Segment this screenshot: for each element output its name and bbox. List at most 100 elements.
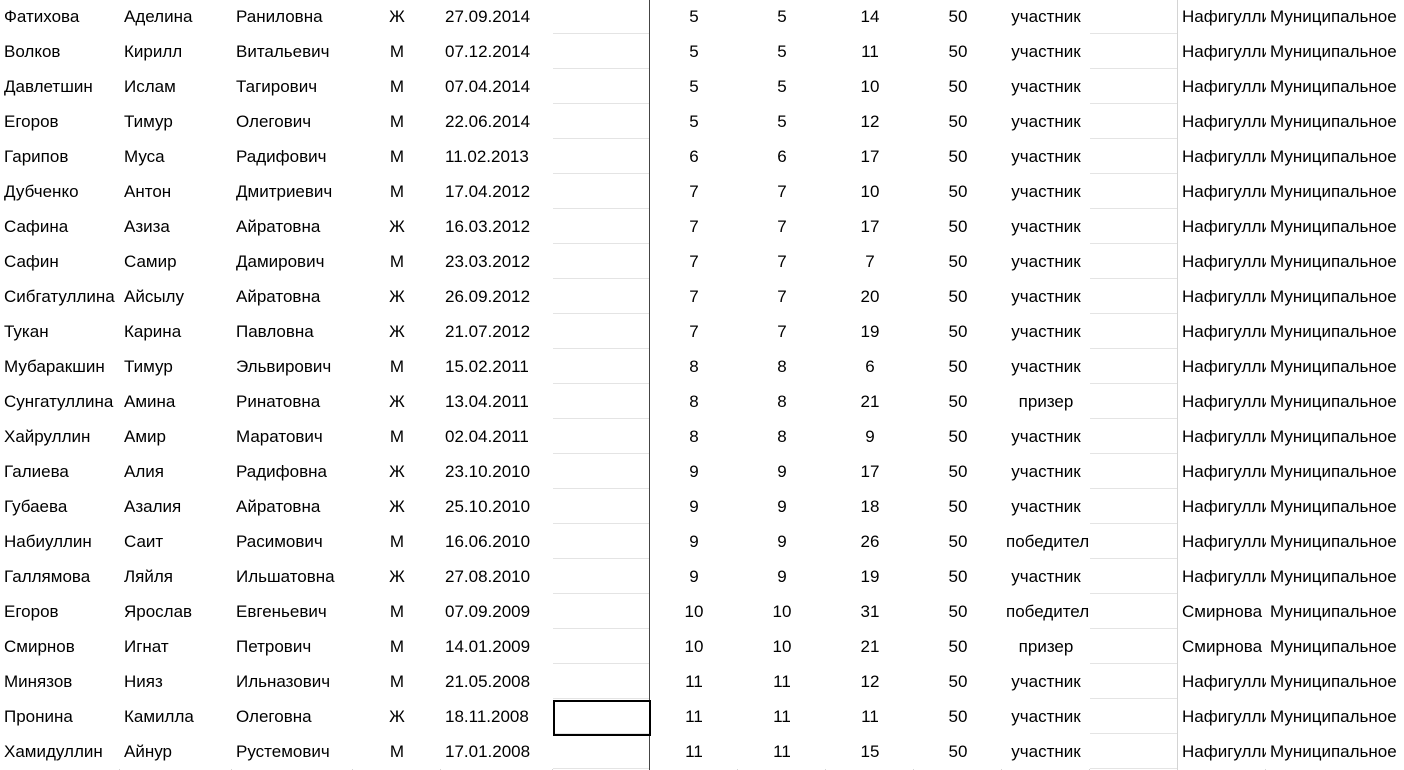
cell xyxy=(1090,524,1178,559)
cell: 50 xyxy=(914,699,1002,734)
cell: Радифовна xyxy=(232,454,353,489)
cell xyxy=(553,314,650,349)
cell: 10 xyxy=(826,69,914,104)
cell xyxy=(1090,314,1178,349)
cell: 9 xyxy=(650,489,738,524)
cell: 02.04.2011 xyxy=(441,419,553,454)
cell: Нафигулли xyxy=(1178,524,1266,559)
cell: 50 xyxy=(914,69,1002,104)
cell: Муниципальное xyxy=(1266,524,1404,559)
cell: участник xyxy=(1002,734,1090,769)
cell: 18 xyxy=(826,489,914,524)
cell: 50 xyxy=(914,209,1002,244)
cell: 8 xyxy=(650,384,738,419)
cell: Ж xyxy=(353,279,441,314)
cell: Ж xyxy=(353,559,441,594)
cell: М xyxy=(353,594,441,629)
cell: 50 xyxy=(914,349,1002,384)
cell: Нафигулли xyxy=(1178,209,1266,244)
cell: 8 xyxy=(738,384,826,419)
cell: Муниципальное xyxy=(1266,454,1404,489)
cell xyxy=(553,0,650,34)
cell: Муниципальное xyxy=(1266,559,1404,594)
cell: 50 xyxy=(914,384,1002,419)
cell: 8 xyxy=(738,419,826,454)
cell: 21.05.2008 xyxy=(441,664,553,699)
cell xyxy=(1090,629,1178,664)
cell: Кирилл xyxy=(120,34,232,69)
cell: 21.07.2012 xyxy=(441,314,553,349)
cell: 9 xyxy=(650,454,738,489)
cell: Камилла xyxy=(120,699,232,734)
cell: Нафигулли xyxy=(1178,69,1266,104)
cell: Галлямова xyxy=(0,559,120,594)
cell: Карина xyxy=(120,314,232,349)
cell: Нафигулли xyxy=(1178,34,1266,69)
cell: Ярослав xyxy=(120,594,232,629)
cell: 11 xyxy=(650,699,738,734)
cell: 5 xyxy=(650,34,738,69)
cell: Нафигулли xyxy=(1178,489,1266,524)
cell: 6 xyxy=(738,139,826,174)
cell: 14 xyxy=(826,0,914,34)
cell: 23.10.2010 xyxy=(441,454,553,489)
cell: 7 xyxy=(650,279,738,314)
cell: 17 xyxy=(826,139,914,174)
cell: Муниципальное xyxy=(1266,349,1404,384)
cell: 10 xyxy=(826,174,914,209)
cell: Нафигулли xyxy=(1178,139,1266,174)
cell: участник xyxy=(1002,419,1090,454)
cell: Ж xyxy=(353,454,441,489)
cell: участник xyxy=(1002,209,1090,244)
cell: 26 xyxy=(826,524,914,559)
cell: 20 xyxy=(826,279,914,314)
column-line xyxy=(1177,0,1178,770)
cell xyxy=(1090,454,1178,489)
cell xyxy=(1090,419,1178,454)
cell: 07.12.2014 xyxy=(441,34,553,69)
cell: 7 xyxy=(738,209,826,244)
cell: Саит xyxy=(120,524,232,559)
cell: 17.04.2012 xyxy=(441,174,553,209)
cell: 5 xyxy=(738,34,826,69)
cell: Алия xyxy=(120,454,232,489)
cell: М xyxy=(353,34,441,69)
cell: призер xyxy=(1002,384,1090,419)
cell: Павловна xyxy=(232,314,353,349)
cell: Минязов xyxy=(0,664,120,699)
cell: 5 xyxy=(650,0,738,34)
column-line xyxy=(649,0,650,770)
cell: 21 xyxy=(826,629,914,664)
cell: Муниципальное xyxy=(1266,734,1404,769)
cell: 50 xyxy=(914,314,1002,349)
cell xyxy=(553,524,650,559)
cell: Рустемович xyxy=(232,734,353,769)
cell: 16.06.2010 xyxy=(441,524,553,559)
cell: Нафигулли xyxy=(1178,104,1266,139)
cell: Нафигулли xyxy=(1178,0,1266,34)
cell: 11 xyxy=(826,699,914,734)
cell xyxy=(553,734,650,769)
cell: М xyxy=(353,104,441,139)
cell: Смирнов xyxy=(0,629,120,664)
cell: Айратовна xyxy=(232,489,353,524)
cell: Муниципальное xyxy=(1266,629,1404,664)
cell: 21 xyxy=(826,384,914,419)
cell: Игнат xyxy=(120,629,232,664)
cell xyxy=(1090,104,1178,139)
cell: 5 xyxy=(738,0,826,34)
cell: Ринатовна xyxy=(232,384,353,419)
cell: Муниципальное xyxy=(1266,699,1404,734)
cell xyxy=(1090,734,1178,769)
cell: Галиева xyxy=(0,454,120,489)
cell: 6 xyxy=(650,139,738,174)
cell: 8 xyxy=(738,349,826,384)
cell: Тагирович xyxy=(232,69,353,104)
cell: Муса xyxy=(120,139,232,174)
cell: 9 xyxy=(650,524,738,559)
cell: Эльвирович xyxy=(232,349,353,384)
cell: Азалия xyxy=(120,489,232,524)
cell: Муниципальное xyxy=(1266,384,1404,419)
cell: М xyxy=(353,629,441,664)
cell: Олеговна xyxy=(232,699,353,734)
